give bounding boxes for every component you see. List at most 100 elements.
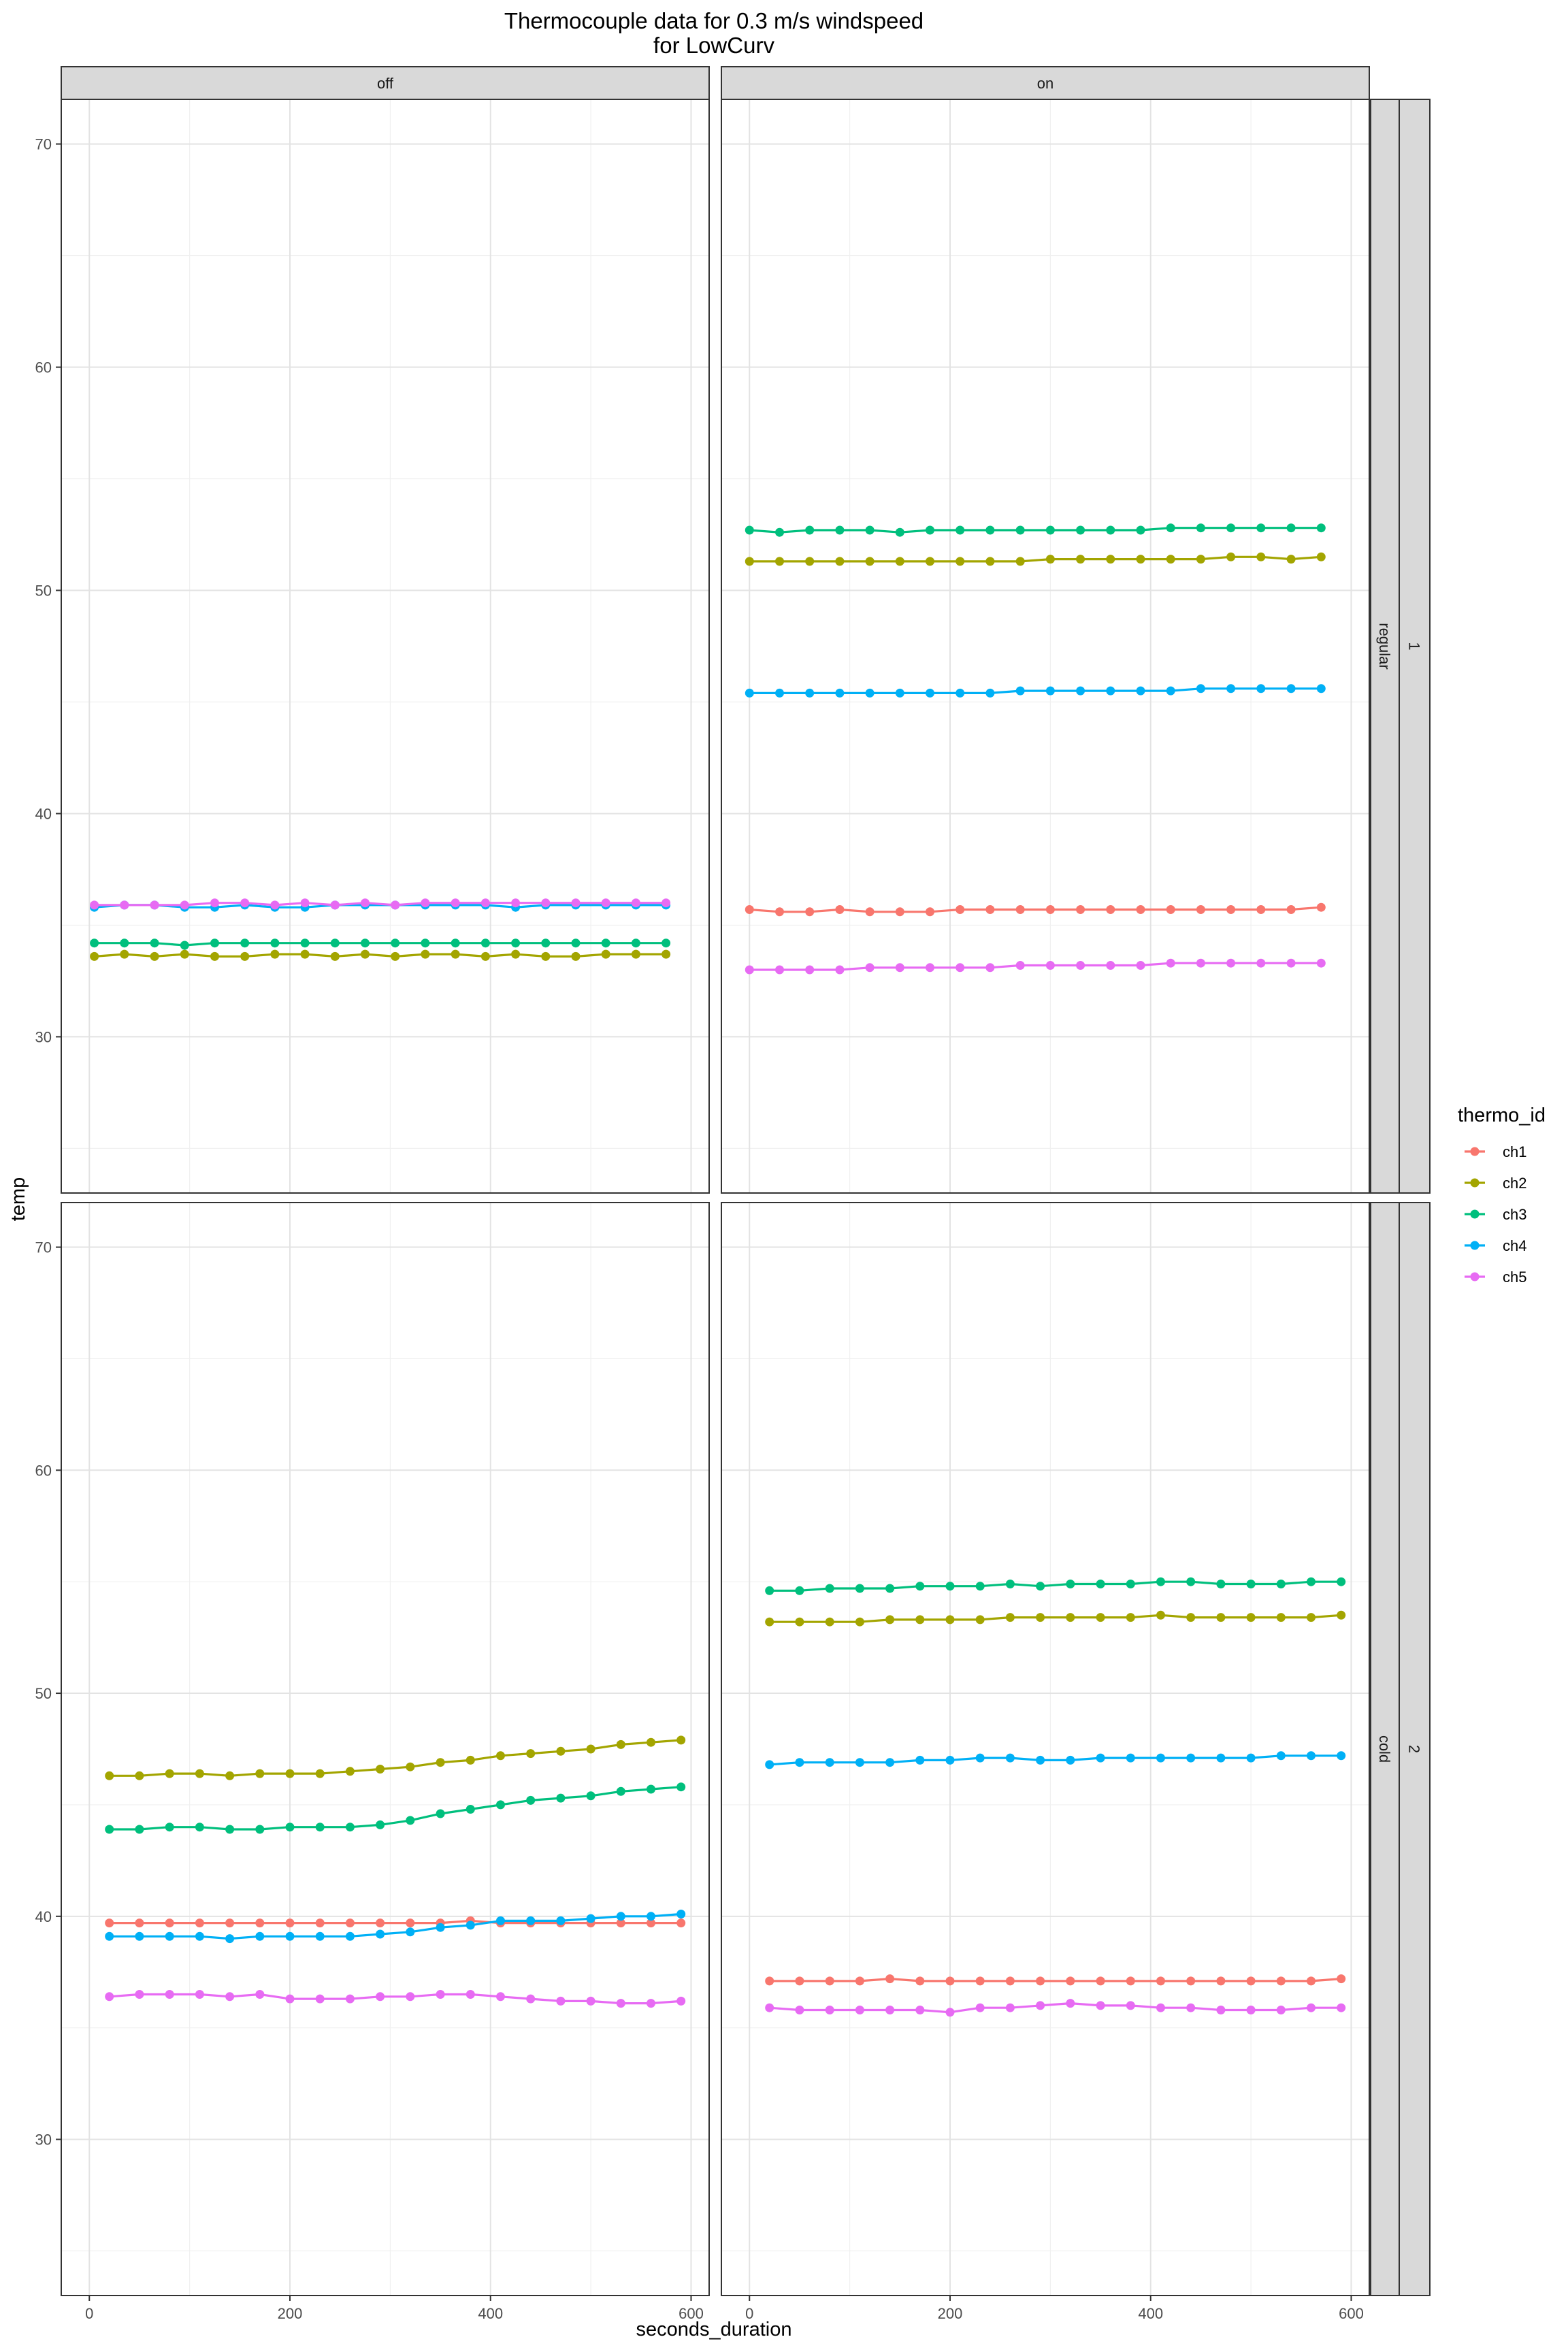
data-point-ch5 [676, 1996, 686, 2006]
data-point-ch2 [745, 557, 754, 566]
legend: thermo_id ch1 ch2 ch3 ch4 ch5 [1458, 1105, 1546, 1286]
data-point-ch2 [436, 1758, 445, 1767]
data-point-ch3 [915, 1582, 925, 1591]
data-point-ch5 [135, 1990, 144, 1999]
x-tick-label: 600 [679, 2305, 704, 2322]
data-point-ch2 [601, 949, 610, 959]
data-point-ch1 [376, 1918, 385, 1928]
data-point-ch4 [225, 1934, 235, 1944]
data-point-ch3 [945, 1582, 955, 1591]
data-point-ch2 [616, 1740, 625, 1749]
data-point-ch5 [1246, 2006, 1256, 2014]
data-point-ch5 [1136, 961, 1145, 970]
data-point-ch2 [647, 1737, 655, 1747]
data-point-ch1 [255, 1918, 265, 1928]
data-point-ch1 [616, 1918, 625, 1928]
data-point-ch4 [1276, 1751, 1286, 1761]
data-point-ch4 [315, 1931, 325, 1941]
data-point-ch5 [90, 900, 99, 910]
data-point-ch1 [345, 1918, 355, 1928]
data-point-ch1 [1316, 902, 1326, 912]
data-point-ch2 [406, 1762, 415, 1771]
series-line-ch4 [109, 1912, 681, 1940]
data-point-ch2 [676, 1735, 686, 1745]
data-point-ch5 [1276, 2006, 1286, 2014]
data-point-ch2 [361, 949, 370, 959]
data-point-ch2 [1316, 552, 1326, 561]
data-point-ch5 [745, 965, 754, 975]
series-line-ch1 [769, 1978, 1341, 1982]
data-point-ch2 [345, 1767, 355, 1776]
data-point-ch5 [1216, 2006, 1226, 2014]
data-point-ch2 [135, 1771, 144, 1780]
data-point-ch5 [556, 1996, 566, 2006]
data-point-ch1 [1256, 905, 1266, 914]
data-point-ch5 [361, 898, 370, 908]
panel-border [61, 99, 710, 1194]
data-point-ch4 [926, 688, 934, 698]
data-point-ch4 [376, 1929, 385, 1939]
column-strip-label-on: on [1037, 75, 1054, 92]
data-point-ch1 [865, 907, 875, 917]
data-point-ch4 [1156, 1753, 1165, 1763]
data-point-ch3 [1226, 523, 1236, 533]
data-point-ch2 [90, 951, 99, 961]
data-point-ch1 [795, 1976, 804, 1986]
data-point-ch3 [90, 938, 99, 948]
data-point-ch1 [805, 907, 815, 917]
data-point-ch5 [1096, 2001, 1105, 2010]
data-point-ch4 [956, 688, 965, 698]
data-point-ch1 [1226, 905, 1236, 914]
data-point-ch5 [1316, 958, 1326, 968]
data-point-ch2 [1307, 1613, 1316, 1622]
data-point-ch4 [1226, 684, 1236, 693]
data-point-ch4 [915, 1755, 925, 1765]
data-point-ch3 [1166, 523, 1175, 533]
series-line-ch3 [749, 527, 1322, 534]
data-point-ch1 [945, 1976, 955, 1986]
data-point-ch3 [466, 1805, 475, 1814]
data-point-ch1 [1276, 1976, 1286, 1986]
data-point-ch4 [855, 1758, 864, 1767]
data-point-ch2 [511, 949, 521, 959]
data-point-ch1 [1066, 1976, 1075, 1986]
data-point-ch3 [406, 1816, 415, 1825]
data-point-ch4 [526, 1916, 536, 1925]
data-point-ch1 [775, 907, 784, 917]
data-point-ch2 [1196, 555, 1205, 564]
data-point-ch2 [795, 1617, 804, 1627]
data-point-ch3 [1286, 523, 1296, 533]
row-strip-label-1: 1 [1406, 642, 1423, 650]
data-point-ch4 [825, 1758, 834, 1767]
data-point-ch3 [165, 1823, 174, 1832]
data-point-ch2 [1096, 1613, 1105, 1622]
data-point-ch1 [225, 1918, 235, 1928]
data-point-ch3 [240, 938, 250, 948]
data-point-ch2 [120, 949, 129, 959]
data-point-ch4 [775, 688, 784, 698]
data-point-ch3 [511, 938, 521, 948]
series-line-ch5 [769, 2002, 1341, 2014]
data-point-ch2 [240, 951, 250, 961]
data-point-ch5 [195, 1990, 204, 1999]
data-point-ch4 [1045, 686, 1055, 696]
data-point-ch3 [571, 938, 581, 948]
y-tick-label: 40 [35, 805, 52, 822]
data-point-ch2 [315, 1769, 325, 1778]
data-point-ch2 [421, 949, 430, 959]
legend-key-point-ch1 [1470, 1147, 1480, 1156]
data-point-ch2 [1015, 557, 1025, 566]
data-point-ch3 [885, 1584, 895, 1593]
data-point-ch2 [1186, 1613, 1196, 1622]
data-point-ch3 [662, 938, 671, 948]
data-point-ch2 [150, 951, 159, 961]
data-point-ch2 [945, 1615, 955, 1624]
data-point-ch1 [885, 1974, 895, 1984]
series-line-ch3 [109, 1786, 681, 1831]
data-point-ch5 [586, 1996, 595, 2006]
data-point-ch2 [451, 949, 460, 959]
data-point-ch5 [1186, 2003, 1196, 2012]
data-point-ch5 [975, 2003, 985, 2012]
data-point-ch4 [1256, 684, 1266, 693]
data-point-ch5 [895, 963, 904, 973]
